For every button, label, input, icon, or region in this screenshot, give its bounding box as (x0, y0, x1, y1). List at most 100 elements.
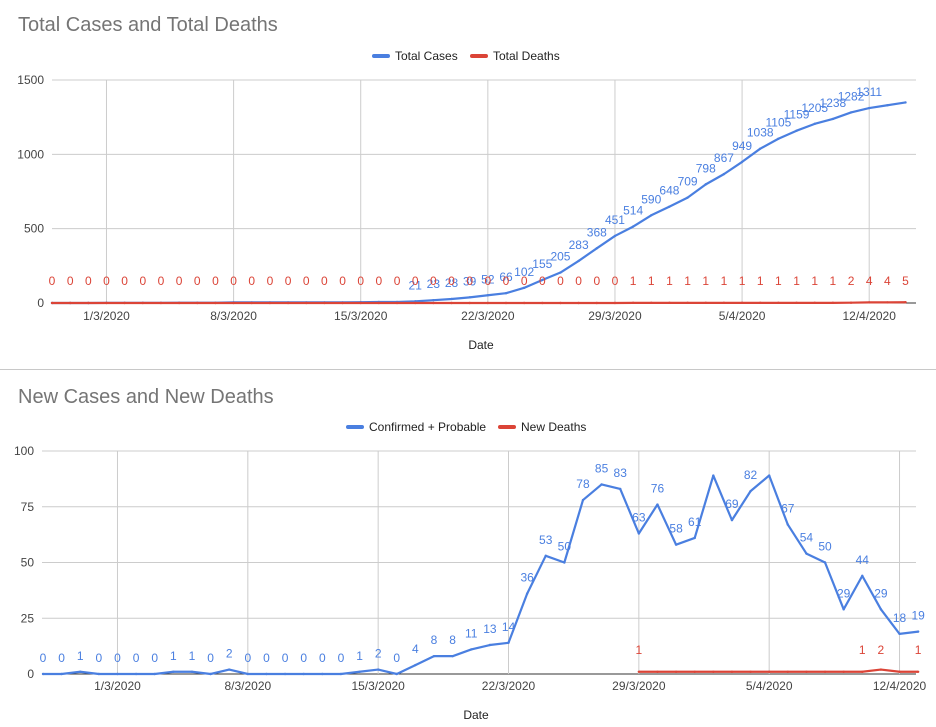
data-point (116, 672, 119, 676)
data-point (730, 670, 734, 673)
data-point (581, 498, 585, 502)
data-label: 76 (651, 482, 665, 496)
data-point (595, 247, 598, 250)
data-point (359, 301, 362, 305)
data-point (712, 670, 715, 673)
data-point (693, 536, 696, 540)
y-tick-label: 0 (37, 296, 44, 310)
new-cases-deaths-panel: New Cases and New Deaths 0 25 50 75 100 1/3/2… (0, 370, 936, 727)
data-point (486, 301, 490, 305)
data-point (323, 301, 326, 305)
legend-label: Confirmed + Probable (369, 420, 486, 434)
data-point (674, 670, 678, 673)
data-point (849, 111, 853, 114)
data-point (432, 654, 436, 658)
data-point (302, 672, 305, 676)
data-point (522, 286, 526, 290)
data-point (228, 668, 231, 671)
data-label: 0 (158, 274, 165, 288)
data-point (577, 301, 580, 305)
data-label: 0 (244, 651, 251, 665)
data-label: 1159 (784, 108, 810, 122)
data-point (759, 147, 762, 150)
data-point (656, 503, 659, 506)
data-point (740, 160, 744, 164)
data-label: 1282 (838, 89, 865, 103)
data-point (544, 554, 547, 558)
data-point (504, 291, 508, 295)
data-label: 1 (757, 274, 764, 288)
legend-label: Total Cases (395, 49, 458, 63)
data-label: 1 (775, 274, 782, 288)
data-label: 0 (230, 274, 237, 288)
x-tick-label: 29/3/2020 (588, 309, 642, 323)
data-label: 53 (539, 533, 553, 547)
data-label: 0 (212, 274, 219, 288)
data-point (823, 670, 827, 673)
data-point (879, 608, 883, 611)
chart-title: New Cases and New Deaths (18, 386, 274, 408)
data-label: 23 (427, 277, 441, 291)
data-point (450, 297, 453, 301)
data-point (468, 296, 471, 299)
data-point (613, 301, 617, 305)
data-point (414, 301, 417, 305)
data-label: 0 (248, 274, 255, 288)
data-label: 78 (576, 477, 590, 491)
data-point (619, 487, 622, 491)
data-point (209, 672, 212, 676)
data-point (805, 552, 808, 555)
series-line (638, 668, 919, 673)
data-point (759, 301, 762, 305)
data-label: 205 (550, 250, 570, 264)
data-label: 1 (811, 274, 818, 288)
x-tick-label: 5/4/2020 (719, 309, 766, 323)
data-label: 1 (630, 274, 637, 288)
data-label: 0 (96, 651, 103, 665)
data-label: 0 (67, 274, 74, 288)
x-axis-label: Date (468, 338, 494, 352)
data-point (141, 301, 144, 305)
data-point (432, 301, 435, 305)
data-label: 798 (696, 161, 716, 175)
data-label: 1238 (820, 96, 847, 110)
data-point (577, 259, 580, 263)
data-label: 1 (721, 274, 728, 288)
data-label: 44 (856, 553, 870, 567)
data-label: 52 (481, 272, 495, 286)
series-line (52, 101, 906, 305)
data-point (395, 301, 399, 305)
data-label: 39 (463, 274, 477, 288)
data-label: 0 (303, 274, 310, 288)
data-point (504, 301, 508, 305)
data-point (153, 672, 156, 676)
data-point (674, 543, 678, 546)
data-point (341, 301, 344, 305)
data-label: 0 (151, 651, 158, 665)
data-label: 0 (58, 651, 65, 665)
data-label: 0 (484, 274, 491, 288)
data-label: 50 (818, 540, 832, 554)
y-tick-label: 500 (24, 222, 44, 236)
data-point (740, 301, 744, 305)
data-point (286, 301, 290, 305)
data-label: 1 (170, 649, 177, 663)
data-label: 1 (915, 643, 922, 657)
data-label: 29 (874, 586, 888, 600)
data-point (898, 670, 901, 673)
data-label: 29 (837, 586, 851, 600)
data-point (777, 301, 780, 305)
data-point (831, 301, 835, 305)
data-label: 4 (866, 274, 873, 288)
data-point (134, 672, 138, 676)
data-point (813, 301, 816, 305)
legend-label: New Deaths (521, 420, 586, 434)
data-point (668, 205, 671, 208)
data-point (795, 129, 798, 132)
data-point (767, 474, 771, 477)
data-point (637, 670, 641, 673)
data-label: 0 (194, 274, 201, 288)
data-point (451, 654, 454, 658)
data-point (861, 574, 864, 578)
